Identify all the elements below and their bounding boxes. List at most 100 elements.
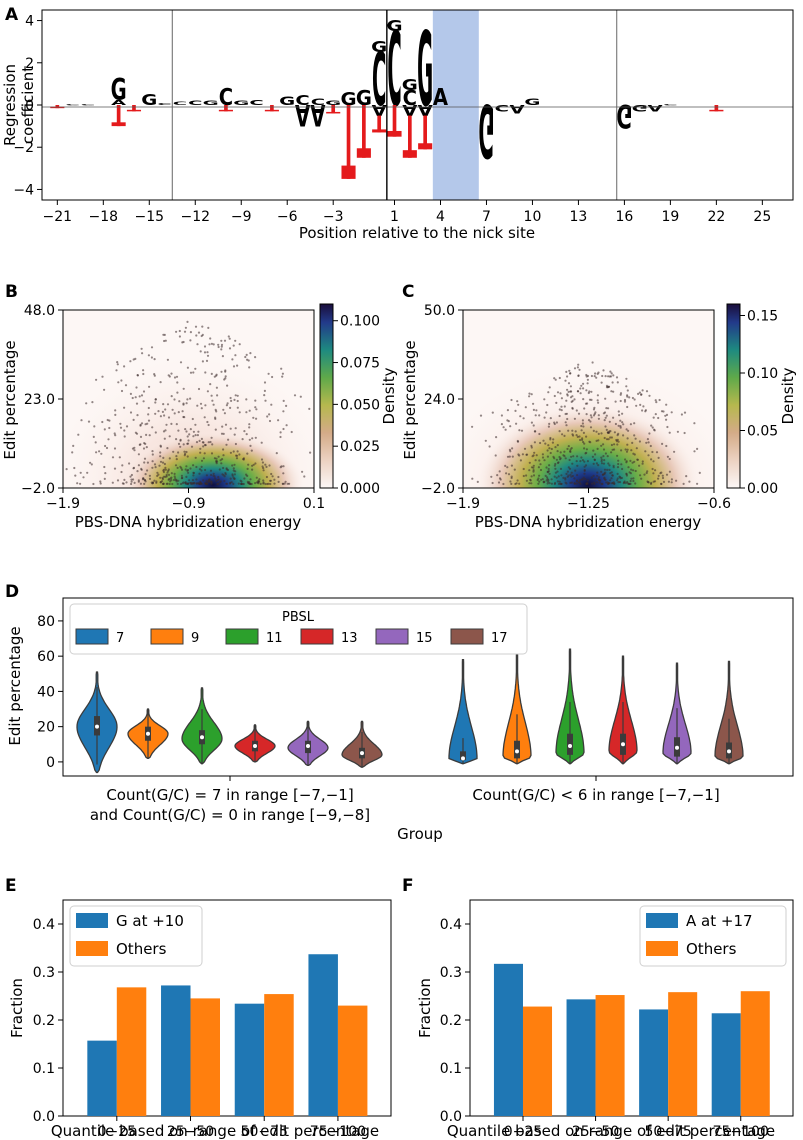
data-point — [255, 476, 258, 479]
data-point — [116, 363, 119, 366]
group-1-label-line-2: and Count(G/C) = 0 in range [−9,−8] — [90, 806, 370, 824]
violin-median — [621, 742, 625, 747]
data-point — [108, 426, 111, 430]
data-point — [201, 360, 204, 363]
data-point — [579, 438, 582, 442]
data-point — [143, 461, 146, 464]
data-point — [490, 475, 493, 478]
data-point — [641, 409, 644, 412]
data-point — [639, 403, 642, 406]
logo-letter-a: A — [510, 102, 526, 116]
data-point — [174, 479, 177, 482]
data-point — [185, 465, 188, 468]
data-point — [558, 408, 561, 411]
legend-label-others: Others — [116, 940, 167, 958]
data-point — [597, 432, 600, 435]
letter-t-bar — [264, 109, 279, 112]
data-point — [123, 406, 126, 409]
data-point — [252, 463, 255, 466]
letter-t-bar — [356, 148, 371, 158]
data-point — [124, 384, 128, 387]
data-point — [261, 461, 264, 464]
colorbar-tick-label: 0.025 — [340, 439, 380, 455]
y-tick-label: 0.2 — [440, 1013, 462, 1029]
data-point — [161, 478, 164, 481]
logo-letter-c: C — [249, 99, 263, 107]
data-point — [515, 422, 518, 425]
data-point — [175, 375, 179, 378]
data-point — [624, 458, 627, 461]
violin-median — [306, 744, 310, 749]
data-point — [556, 391, 560, 394]
legend-swatch-pbsl-17 — [450, 628, 484, 645]
data-point — [210, 481, 213, 484]
data-point — [583, 472, 586, 475]
data-point — [509, 480, 512, 483]
data-point — [282, 399, 285, 402]
data-point — [601, 482, 604, 485]
data-point — [494, 454, 497, 457]
data-point — [264, 482, 267, 486]
data-point — [587, 419, 591, 422]
data-point — [163, 339, 166, 343]
data-point — [196, 434, 199, 437]
data-point — [201, 441, 204, 444]
data-point — [604, 478, 607, 481]
data-point — [151, 450, 154, 453]
data-point — [181, 341, 184, 344]
data-point — [516, 439, 519, 443]
data-point — [556, 470, 559, 473]
data-point — [116, 361, 119, 364]
data-point — [585, 375, 588, 378]
data-point — [207, 423, 210, 427]
data-point — [650, 458, 653, 461]
data-point — [143, 482, 146, 485]
logo-letter-g: G — [632, 103, 648, 113]
data-point — [605, 414, 608, 417]
x-tick-label: 75−100 — [310, 1124, 366, 1140]
data-point — [585, 435, 588, 438]
data-point — [567, 382, 571, 385]
data-point — [495, 436, 498, 439]
data-point — [249, 352, 252, 355]
data-point — [250, 482, 253, 486]
data-point — [569, 385, 572, 388]
data-point — [617, 440, 620, 443]
data-point — [509, 450, 512, 453]
data-point — [129, 392, 132, 395]
data-point — [186, 442, 190, 445]
data-point — [650, 424, 653, 427]
data-point — [649, 444, 652, 448]
data-point — [92, 435, 95, 438]
colorbar-tick-label: 0.00 — [747, 481, 778, 497]
data-point — [609, 479, 612, 482]
data-point — [522, 417, 525, 420]
data-point — [612, 466, 615, 469]
data-point — [647, 441, 650, 444]
data-point — [248, 438, 251, 441]
data-point — [192, 435, 195, 438]
data-point — [283, 482, 286, 485]
data-point — [696, 447, 699, 450]
panel-c-x-label: PBS-DNA hybridization energy — [475, 513, 702, 531]
data-point — [617, 424, 620, 427]
data-point — [206, 482, 209, 485]
data-point — [573, 477, 576, 480]
group-1-label-line-1: Count(G/C) = 7 in range [−7,−1] — [106, 786, 353, 804]
data-point — [625, 474, 628, 477]
letter-t-bar — [387, 130, 402, 137]
data-point — [654, 413, 657, 416]
x-tick-label: 25 — [753, 209, 771, 225]
data-point — [285, 424, 288, 427]
scatter-points — [471, 361, 701, 486]
data-point — [210, 482, 213, 485]
data-point — [205, 474, 208, 477]
data-point — [138, 395, 141, 398]
data-point — [156, 474, 159, 477]
data-point — [301, 470, 304, 473]
data-point — [570, 390, 573, 393]
data-point — [629, 459, 632, 462]
logo-letter-c: C — [311, 97, 325, 107]
data-point — [220, 348, 223, 351]
